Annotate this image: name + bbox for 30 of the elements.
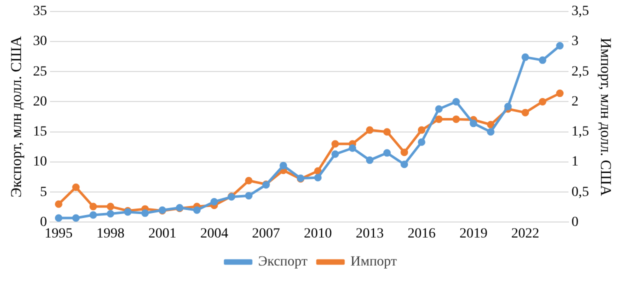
x-tick-label: 2001 xyxy=(148,226,176,242)
x-tick-label: 2013 xyxy=(356,226,384,242)
x-tick-label: 2010 xyxy=(304,226,332,242)
y2-tick-label: 3 xyxy=(572,34,578,50)
x-tick-label: 2007 xyxy=(252,226,280,242)
y2-tick-label: 1 xyxy=(572,154,578,170)
y2-tick-label: 0 xyxy=(572,214,578,230)
y-tick-label: 35 xyxy=(33,4,47,20)
x-tick-label: 2016 xyxy=(408,226,436,242)
x-tick-label: 1995 xyxy=(44,226,73,242)
y2-tick-label: 1,5 xyxy=(572,124,589,140)
y-tick-label: 0 xyxy=(40,214,47,230)
y-tick-label: 15 xyxy=(33,124,47,140)
x-tick-label: 2004 xyxy=(200,226,228,242)
y2-tick-label: 2,5 xyxy=(572,64,589,80)
legend-label: Экспорт xyxy=(258,254,308,270)
y-tick-label: 10 xyxy=(33,154,47,170)
y-tick-label: 5 xyxy=(40,184,47,200)
y2-tick-label: 0,5 xyxy=(572,184,589,200)
y-tick-label: 30 xyxy=(33,34,47,50)
x-tick-label: 2022 xyxy=(511,226,540,242)
y2-tick-label: 2 xyxy=(572,94,578,110)
x-tick-label: 1998 xyxy=(96,226,124,242)
y2-tick-label: 3,5 xyxy=(572,4,589,20)
x-tick-label: 2019 xyxy=(459,226,488,242)
y-axis-title: Экспорт, млн долл. США xyxy=(8,36,25,198)
y-tick-label: 20 xyxy=(33,94,47,110)
y-tick-label: 25 xyxy=(33,64,47,80)
legend-label: Импорт xyxy=(350,254,397,270)
y2-axis-title: Импорт, млн долл. США xyxy=(597,38,614,196)
